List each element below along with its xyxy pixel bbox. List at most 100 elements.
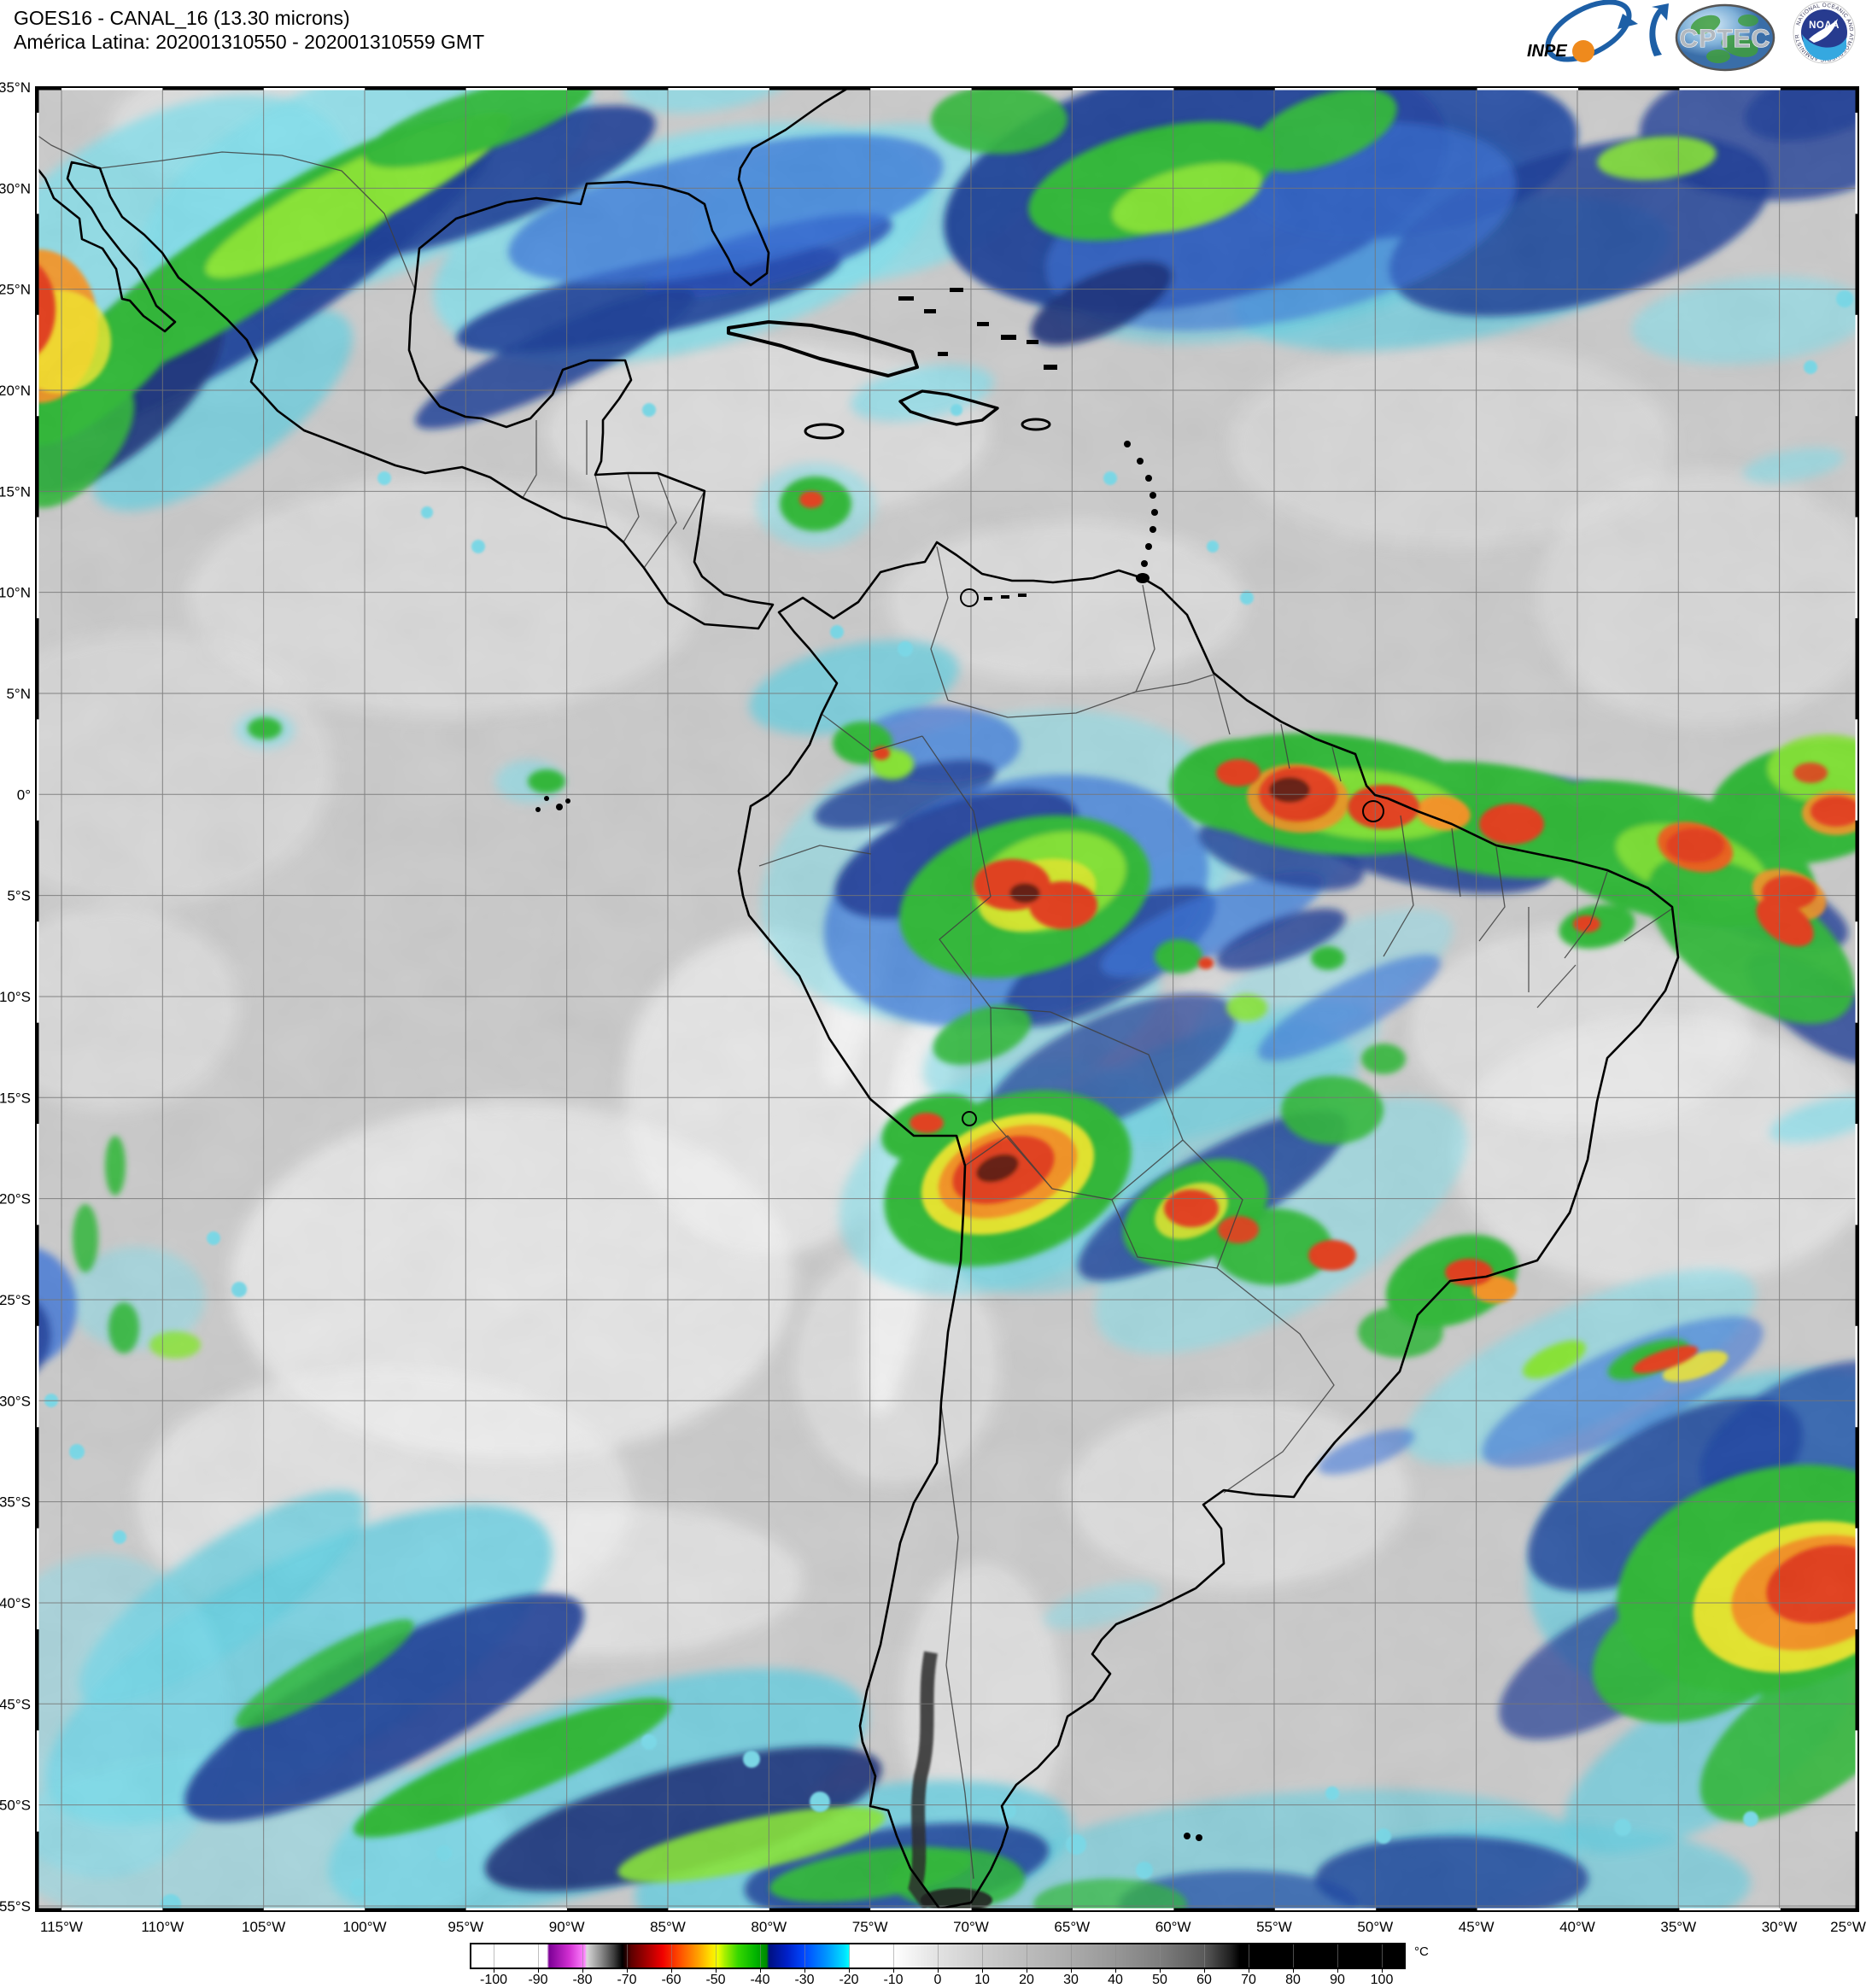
colorbar-tickmark <box>982 1968 983 1973</box>
colorbar-tick-label: -90 <box>528 1973 548 1987</box>
lon-label: 25°W <box>1830 1919 1866 1935</box>
noaa-label: NOAA <box>1809 20 1840 31</box>
lon-label: 100°W <box>342 1919 386 1935</box>
colorbar-gridline <box>982 1944 983 1968</box>
coast-lake-titicaca <box>962 1111 977 1126</box>
colorbar-tickmark <box>671 1968 672 1973</box>
colorbar-tick-label: -20 <box>839 1973 859 1987</box>
colorbar-tick-label: 0 <box>933 1973 942 1987</box>
colorbar-tickmark <box>804 1968 805 1973</box>
colorbar-tickmark <box>893 1968 894 1973</box>
lat-label: 50°S <box>0 1798 31 1814</box>
colorbar-tick-label: 70 <box>1241 1973 1256 1987</box>
colorbar-tickmark <box>1293 1968 1294 1973</box>
page-subtitle: América Latina: 202001310550 - 202001310… <box>14 31 485 53</box>
lon-label: 70°W <box>953 1919 989 1935</box>
lon-label: 45°W <box>1459 1919 1495 1935</box>
colorbar-gridline <box>1293 1944 1294 1968</box>
coast-hispaniola <box>898 389 999 426</box>
colorbar-tickmark <box>1115 1968 1116 1973</box>
colorbar-gridline <box>938 1944 939 1968</box>
lat-label: 45°S <box>0 1696 31 1712</box>
colorbar-gridline <box>1160 1944 1161 1968</box>
colorbar-tick-label: 10 <box>974 1973 990 1987</box>
lat-label: 30°N <box>0 180 31 196</box>
lat-label: 5°S <box>7 888 31 904</box>
coast-cuba <box>727 320 919 377</box>
colorbar-tickmark <box>849 1968 850 1973</box>
coast-south-america <box>737 541 1680 1910</box>
colorbar-gridline <box>760 1944 761 1968</box>
temperature-colorbar <box>470 1943 1406 1969</box>
colorbar-tickmark <box>716 1968 717 1973</box>
colorbar-gridline <box>849 1944 850 1968</box>
colorbar-gridline <box>1204 1944 1205 1968</box>
coast-puerto-rico <box>1021 418 1051 431</box>
lon-label: 65°W <box>1054 1919 1090 1935</box>
lon-label: 55°W <box>1256 1919 1292 1935</box>
colorbar-tickmark <box>538 1968 539 1973</box>
colorbar-tickmark <box>627 1968 628 1973</box>
coast-lake-maracaibo <box>960 588 979 607</box>
lon-label: 115°W <box>40 1919 83 1935</box>
inpe-label: INPE <box>1527 42 1567 61</box>
lat-label: 0° <box>17 786 31 803</box>
colorbar-gridline <box>1071 1944 1072 1968</box>
colorbar-tickmark <box>1382 1968 1383 1973</box>
colorbar-tickmark <box>1204 1968 1205 1973</box>
lon-label: 80°W <box>751 1919 787 1935</box>
colorbar-gridline <box>893 1944 894 1968</box>
colorbar-tick-label: 20 <box>1019 1973 1034 1987</box>
lon-label: 85°W <box>650 1919 686 1935</box>
colorbar-tick-label: -40 <box>750 1973 770 1987</box>
colorbar-tick-label: -80 <box>572 1973 593 1987</box>
lat-label: 30°S <box>0 1393 31 1409</box>
lat-label: 35°S <box>0 1494 31 1511</box>
lon-label: 30°W <box>1762 1919 1798 1935</box>
colorbar-tickmark <box>1337 1968 1338 1973</box>
colorbar-tick-label: 60 <box>1196 1973 1212 1987</box>
lon-label: 110°W <box>141 1919 184 1935</box>
colorbar-gridline <box>1382 1944 1383 1968</box>
colorbar-tick-label: 30 <box>1063 1973 1079 1987</box>
colorbar-tick-label: -100 <box>479 1973 508 1987</box>
lon-label: 95°W <box>448 1919 483 1935</box>
colorbar-tick-label: 90 <box>1330 1973 1345 1987</box>
lat-label: 55°S <box>0 1898 31 1915</box>
colorbar-tick-label: 100 <box>1370 1973 1394 1987</box>
lat-label: 25°N <box>0 282 31 298</box>
cptec-label: CPTEC <box>1680 25 1771 53</box>
lon-label: 50°W <box>1357 1919 1393 1935</box>
colorbar-tick-label: 80 <box>1285 1973 1301 1987</box>
lat-label: 35°N <box>0 79 31 96</box>
lat-label: 10°N <box>0 585 31 601</box>
longitude-labels: 115°W 110°W 105°W 100°W 95°W 90°W 85°W 80°W 75°W… <box>40 1919 1866 1935</box>
colorbar-tick-label: -60 <box>661 1973 682 1987</box>
colorbar-tickmark <box>760 1968 761 1973</box>
colorbar-unit-label: °C <box>1414 1944 1429 1959</box>
lon-label: 90°W <box>549 1919 585 1935</box>
country-borders <box>37 134 1673 1880</box>
cptec-logo: CPTEC <box>1675 3 1775 72</box>
coast-jamaica <box>804 423 845 440</box>
colorbar-tickmark <box>1071 1968 1072 1973</box>
colorbar-gridline <box>538 1944 539 1968</box>
colorbar-tick-label: 40 <box>1108 1973 1123 1987</box>
islands <box>535 288 1202 1841</box>
coast-marajo <box>1362 800 1384 822</box>
inpe-logo: INPE <box>1527 0 1669 62</box>
coastlines <box>37 88 1680 1910</box>
colorbar-gridline <box>1115 1944 1116 1968</box>
lat-label: 25°S <box>0 1292 31 1308</box>
colorbar-gridline <box>1337 1944 1338 1968</box>
noise-texture <box>37 88 1857 1910</box>
colorbar-tick-label: 50 <box>1152 1973 1167 1987</box>
colorbar-tick-label: -10 <box>883 1973 904 1987</box>
lat-label: 15°S <box>0 1090 31 1106</box>
colorbar-tick-label: -70 <box>617 1973 637 1987</box>
lon-label: 35°W <box>1660 1919 1696 1935</box>
colorbar-tick-label: -50 <box>705 1973 726 1987</box>
colorbar-tick-label: -30 <box>794 1973 815 1987</box>
lon-label: 75°W <box>852 1919 888 1935</box>
